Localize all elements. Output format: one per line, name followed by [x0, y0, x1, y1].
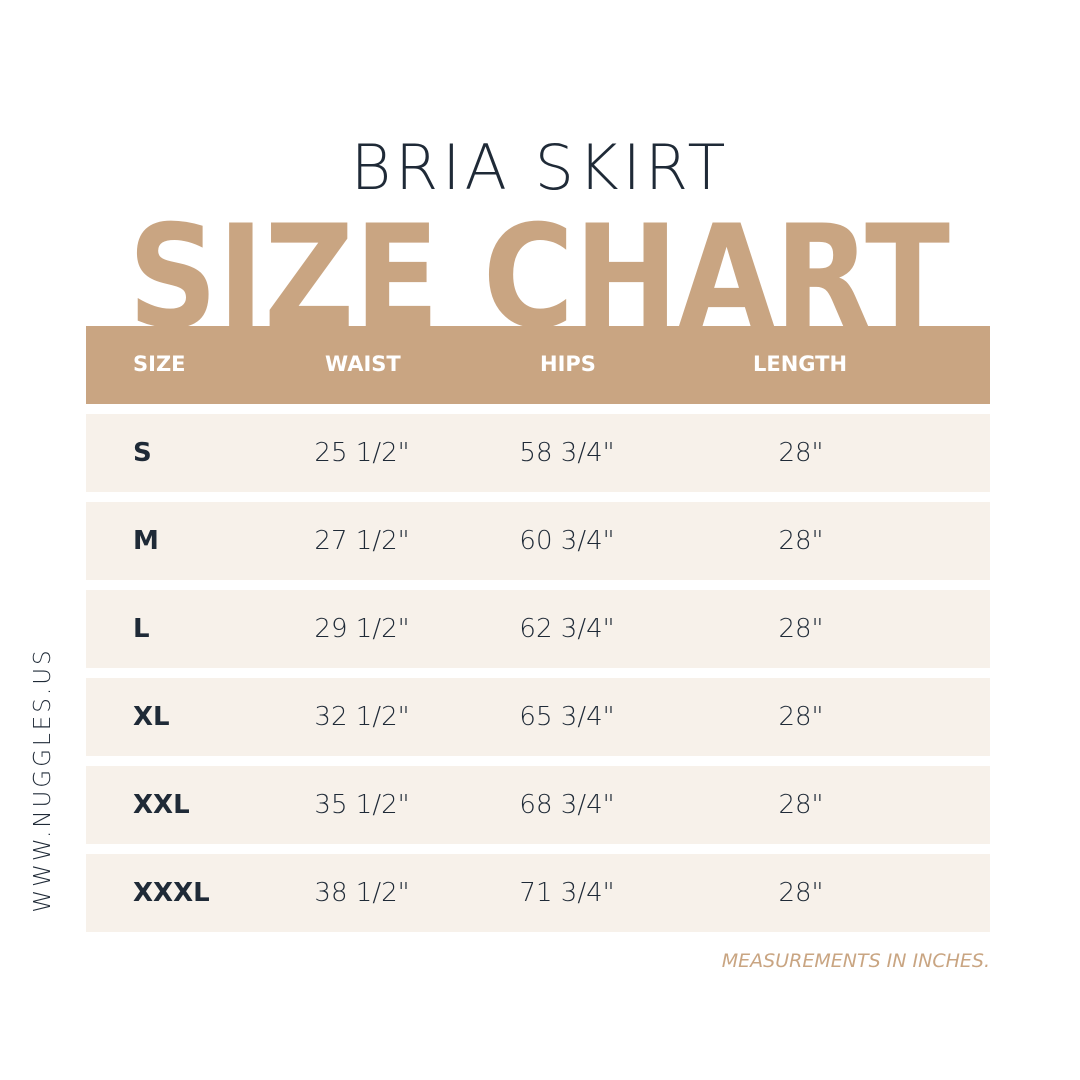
table-row: XXXL 38 1/2" 71 3/4" 28": [86, 854, 990, 932]
size-cell: XL: [133, 702, 170, 732]
table-row: S 25 1/2" 58 3/4" 28": [86, 414, 990, 492]
size-cell: XXL: [133, 790, 190, 820]
waist-cell: 35 1/2": [314, 790, 410, 820]
website-label: WWW.NUGGLES.US: [30, 647, 56, 913]
hips-cell: 71 3/4": [519, 878, 615, 908]
header-waist: WAIST: [325, 352, 401, 376]
waist-cell: 32 1/2": [314, 702, 410, 732]
header-hips: HIPS: [540, 352, 596, 376]
waist-cell: 27 1/2": [314, 526, 410, 556]
hips-cell: 58 3/4": [519, 438, 615, 468]
size-cell: XXXL: [133, 878, 210, 908]
table-header: SIZE WAIST HIPS LENGTH: [86, 326, 990, 404]
table-row: XXL 35 1/2" 68 3/4" 28": [86, 766, 990, 844]
length-cell: 28": [778, 702, 824, 732]
header-length: LENGTH: [753, 352, 848, 376]
table-row: M 27 1/2" 60 3/4" 28": [86, 502, 990, 580]
waist-cell: 29 1/2": [314, 614, 410, 644]
length-cell: 28": [778, 438, 824, 468]
length-cell: 28": [778, 614, 824, 644]
size-chart-heading: SIZE CHART: [128, 200, 950, 330]
hips-cell: 65 3/4": [519, 702, 615, 732]
product-title: BRIA SKIRT: [350, 131, 730, 204]
hips-cell: 60 3/4": [519, 526, 615, 556]
length-cell: 28": [778, 790, 824, 820]
length-cell: 28": [778, 878, 824, 908]
measurement-note: MEASUREMENTS IN INCHES.: [721, 950, 990, 972]
hips-cell: 68 3/4": [519, 790, 615, 820]
waist-cell: 25 1/2": [314, 438, 410, 468]
table-row: L 29 1/2" 62 3/4" 28": [86, 590, 990, 668]
waist-cell: 38 1/2": [314, 878, 410, 908]
header-size: SIZE: [133, 352, 186, 376]
heading-text: SIZE CHART: [128, 200, 950, 330]
table-row: XL 32 1/2" 65 3/4" 28": [86, 678, 990, 756]
hips-cell: 62 3/4": [519, 614, 615, 644]
length-cell: 28": [778, 526, 824, 556]
size-cell: S: [133, 438, 152, 468]
size-cell: M: [133, 526, 159, 556]
size-cell: L: [133, 614, 150, 644]
